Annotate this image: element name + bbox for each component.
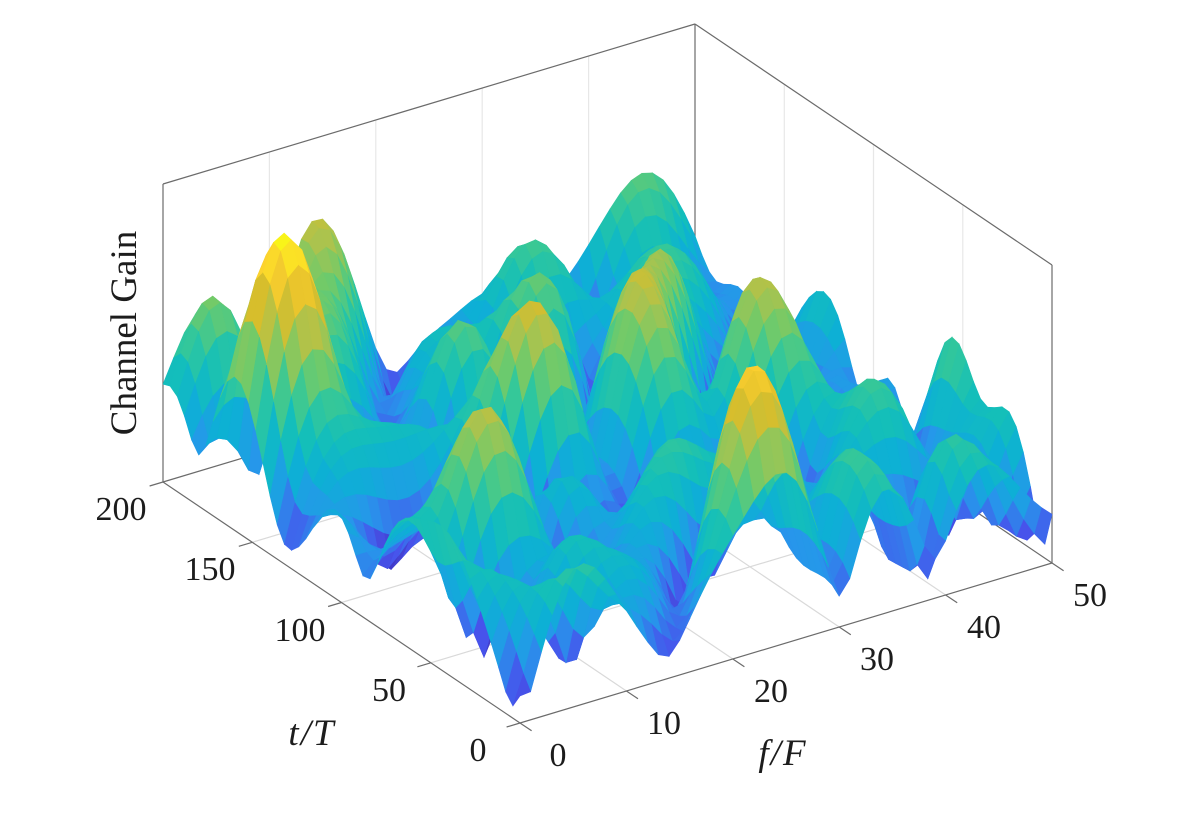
- axes-front-edges-and-ticks: [149, 481, 1064, 732]
- f-axis-tick: [626, 690, 639, 700]
- f-axis-tick: [945, 594, 958, 604]
- t-axis-tick: [506, 722, 521, 728]
- f-axis-tick-label: 0: [550, 737, 567, 774]
- t-axis-tick-label: 50: [372, 672, 406, 709]
- f-axis-label: f/F: [758, 733, 807, 774]
- axes-box-top-edges: [162, 23, 1053, 266]
- f-axis-tick-label: 10: [647, 705, 681, 742]
- t-axis-tick-label: 150: [185, 551, 236, 588]
- f-axis-tick-label: 50: [1073, 577, 1107, 614]
- f-axis-tick: [519, 722, 532, 732]
- t-axis-tick-label: 100: [275, 612, 326, 649]
- box-edge-top-right: [694, 23, 1053, 266]
- t-axis-tick: [238, 541, 253, 547]
- f-axis-line: [519, 562, 1053, 724]
- surface-mesh: [162, 172, 1053, 707]
- f-axis-tick: [838, 626, 852, 636]
- f-axis-tick: [1051, 562, 1064, 572]
- f-axis-tick: [732, 658, 745, 668]
- t-axis-tick-label: 0: [470, 732, 487, 769]
- f-axis-tick-label: 40: [967, 609, 1001, 646]
- t-axis-tick: [417, 662, 431, 668]
- z-axis-label: Channel Gain: [104, 231, 145, 435]
- t-axis-tick-label: 200: [96, 491, 147, 528]
- axis-labels-and-ticks-text: 0 50 100 150 200 0 10 20 30 40 50 t/T f/F Channel Gai…: [96, 231, 1108, 774]
- t-axis-tick: [149, 481, 164, 487]
- f-axis-tick-label: 20: [754, 673, 788, 710]
- box-edge-top-left: [162, 23, 696, 185]
- surface-facet: [512, 673, 531, 707]
- t-axis-label: t/T: [288, 713, 336, 754]
- t-axis-tick: [327, 601, 342, 608]
- f-axis-tick-label: 30: [860, 641, 894, 678]
